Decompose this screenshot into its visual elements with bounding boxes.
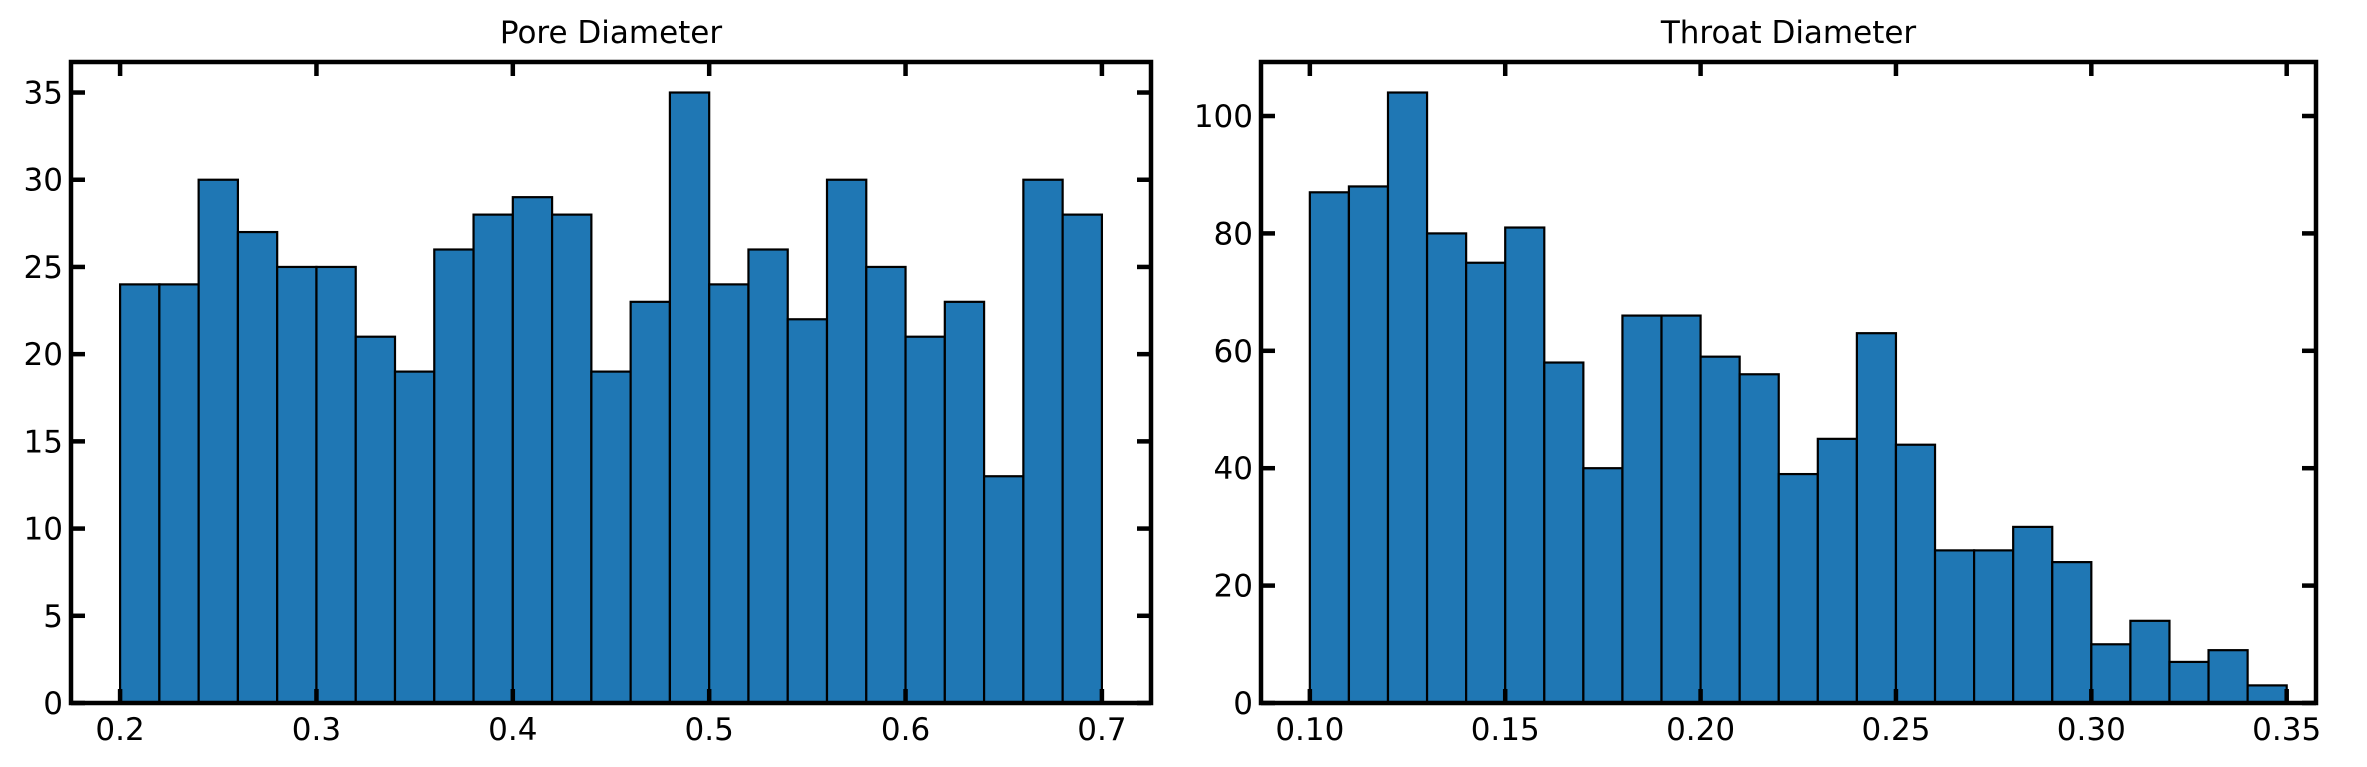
throat-diameter-bar [1308,191,1351,705]
throat-diameter-bar [1973,549,2015,705]
throat-diameter-xtick-label: 0.25 [1861,712,1930,748]
pore-diameter-bar [629,300,672,705]
throat-diameter-bar [2246,684,2288,705]
throat-diameter-ytick-label: 0 [1233,686,1253,722]
pore-diameter-bar [511,196,554,705]
throat-diameter-ytick-label: 40 [1214,451,1253,487]
pore-diameter-bar [708,283,750,705]
throat-diameter-ytick-label: 100 [1194,99,1253,135]
pore-diameter-xtick-label: 0.5 [685,712,734,748]
throat-diameter-bar [1738,373,1780,705]
throat-diameter-bar [1425,232,1468,705]
pore-diameter-panel: Pore Diameter 0.2 0.3 0.4 0.5 0.6 0.7 0 5 10 15 20… [24,15,1154,748]
pore-diameter-bars [118,91,1104,705]
throat-diameter-bar [1347,185,1390,705]
throat-diameter-bar [2012,525,2054,705]
throat-diameter-bar [1504,226,1546,705]
pore-diameter-bar [433,248,475,705]
throat-diameter-bar [1621,314,1663,705]
pore-diameter-ytick-label: 25 [24,250,63,286]
pore-diameter-bar [590,370,632,705]
pore-diameter-xtick-label: 0.7 [1077,712,1126,748]
pore-diameter-ytick-label: 5 [43,599,63,635]
throat-diameter-bar [1660,314,1702,705]
throat-diameter-bar [1582,467,1624,705]
throat-diameter-xtick-label: 0.35 [2252,712,2321,748]
throat-diameter-bar [1699,355,1741,705]
pore-diameter-bar [1061,213,1104,705]
pore-diameter-bar [982,475,1025,705]
throat-diameter-bar [2207,649,2249,705]
throat-diameter-xtick-label: 0.30 [2057,712,2126,748]
pore-diameter-ytick-label: 0 [43,686,63,722]
pore-diameter-bar [236,230,279,705]
pore-diameter-axes-frame [68,59,1154,706]
pore-diameter-axes: 0.2 0.3 0.4 0.5 0.6 0.7 0 5 10 15 20 25 30 35 [24,59,1154,748]
pore-diameter-ytick-label: 35 [24,76,63,112]
pore-diameter-bar [1022,178,1064,705]
pore-diameter-bar [747,248,789,705]
pore-diameter-bar [786,318,829,705]
pore-diameter-bar [315,265,357,705]
pore-diameter-bar [276,265,318,705]
throat-diameter-bars [1308,91,2288,705]
pore-diameter-bar [550,213,593,705]
throat-diameter-ytick-label: 20 [1214,569,1253,605]
pore-diameter-xtick-label: 0.6 [881,712,930,748]
pore-diameter-title: Pore Diameter [500,15,723,51]
pore-diameter-bar [158,283,200,705]
pore-diameter-bar [668,91,711,705]
pore-diameter-ytick-label: 30 [24,163,63,199]
throat-diameter-title: Throat Diameter [1660,15,1917,51]
pore-diameter-bar [472,213,514,705]
throat-diameter-panel: Throat Diameter 0.10 0.15 0.20 0.25 0.30 0.35… [1194,15,2321,748]
throat-diameter-bar [2168,660,2210,705]
throat-diameter-bar [2090,643,2132,705]
pore-diameter-bar [393,370,436,705]
throat-diameter-bar [1816,437,1858,705]
throat-diameter-bar [1933,549,1976,705]
throat-diameter-bar [1386,91,1429,705]
pore-diameter-bar [825,178,868,705]
throat-diameter-xtick-label: 0.10 [1275,712,1344,748]
throat-diameter-xtick-label: 0.15 [1471,712,1540,748]
pore-diameter-bar [865,265,907,705]
pore-diameter-bar [943,300,986,705]
throat-diameter-bar [1777,472,1819,705]
throat-diameter-bar [2129,619,2171,705]
pore-diameter-bar [118,283,161,705]
pore-diameter-bar [904,335,946,705]
throat-diameter-axes: 0.10 0.15 0.20 0.25 0.30 0.35 0 20 40 60 80 100 [1194,59,2321,748]
throat-diameter-bar [2051,561,2093,705]
pore-diameter-xtick-label: 0.3 [292,712,341,748]
pore-diameter-xtick-label: 0.2 [95,712,144,748]
pore-diameter-ytick-label: 10 [24,512,63,548]
throat-diameter-bar [1855,332,1898,705]
throat-diameter-ytick-label: 60 [1214,334,1253,370]
throat-diameter-axes-frame [1258,59,2319,706]
throat-diameter-bar [1894,443,1937,705]
pore-diameter-ytick-label: 20 [24,337,63,373]
pore-diameter-xtick-label: 0.4 [488,712,537,748]
throat-diameter-bar [1543,361,1585,705]
throat-diameter-ytick-label: 80 [1214,216,1253,252]
pore-diameter-bar [197,178,240,705]
pore-diameter-ytick-label: 15 [24,424,63,460]
throat-diameter-xtick-label: 0.20 [1666,712,1735,748]
throat-diameter-bar [1465,261,1507,705]
pore-diameter-bar [354,335,397,705]
